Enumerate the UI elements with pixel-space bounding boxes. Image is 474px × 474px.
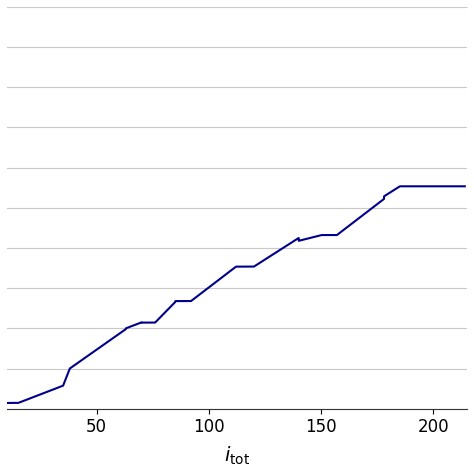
- X-axis label: $i_{\mathrm{tot}}$: $i_{\mathrm{tot}}$: [224, 445, 250, 467]
